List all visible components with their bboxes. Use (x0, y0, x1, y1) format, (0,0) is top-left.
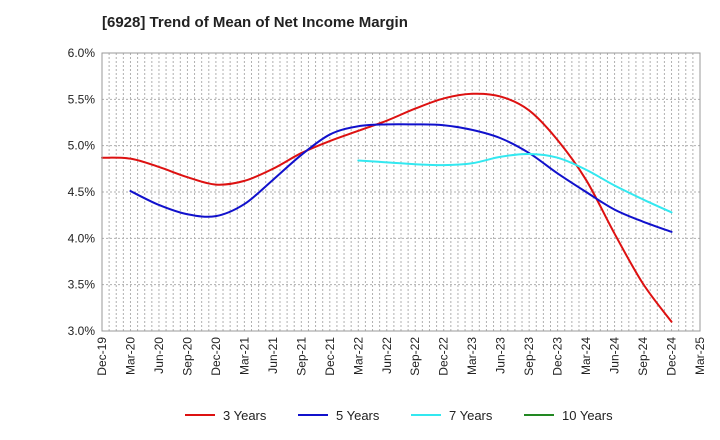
y-tick-label: 5.5% (68, 92, 96, 106)
y-tick-label: 3.0% (68, 324, 96, 338)
x-tick-label: Mar-23 (465, 337, 479, 375)
plot-frame (101, 52, 701, 332)
x-tick-label: Dec-20 (209, 337, 223, 376)
x-tick-label: Dec-24 (665, 337, 679, 376)
series-lines (101, 92, 673, 323)
x-tick-label: Dec-21 (323, 337, 337, 376)
x-tick-label: Sep-21 (294, 337, 308, 376)
y-tick-label: 5.0% (68, 139, 96, 153)
x-tick-label: Sep-24 (636, 337, 650, 376)
x-tick-label: Jun-23 (494, 337, 508, 374)
x-tick-label: Mar-22 (351, 337, 365, 375)
y-tick-label: 3.5% (68, 278, 96, 292)
x-tick-label: Mar-20 (123, 337, 137, 375)
x-tick-label: Jun-22 (380, 337, 394, 374)
x-tick-label: Mar-25 (693, 337, 707, 375)
legend-label: 7 Years (449, 408, 493, 423)
y-tick-label: 4.0% (68, 231, 96, 245)
legend-label: 3 Years (223, 408, 267, 423)
x-tick-label: Jun-24 (608, 337, 622, 374)
x-tick-label: Sep-20 (180, 337, 194, 376)
grid (102, 53, 700, 331)
legend-label: 5 Years (336, 408, 380, 423)
x-tick-label: Dec-19 (95, 337, 109, 376)
x-axis-tick-labels: Dec-19 Mar-20 Jun-20 Sep-20 Dec-20 Mar-21 Jun-… (95, 337, 707, 376)
x-tick-label: Jun-20 (152, 337, 166, 374)
chart-title: [6928] Trend of Mean of Net Income Margi… (102, 14, 408, 31)
legend-label: 10 Years (562, 408, 613, 423)
x-tick-label: Sep-22 (408, 337, 422, 376)
x-tick-label: Mar-24 (579, 337, 593, 375)
y-tick-label: 4.5% (68, 185, 96, 199)
series-line-7-years (357, 153, 673, 214)
series-line-5-years (129, 123, 673, 233)
legend: 3 Years 5 Years 7 Years 10 Years (185, 408, 613, 423)
series-line-3-years (101, 92, 673, 323)
y-tick-label: 6.0% (68, 46, 96, 60)
x-tick-label: Jun-21 (266, 337, 280, 374)
x-tick-label: Dec-22 (437, 337, 451, 376)
x-tick-label: Mar-21 (237, 337, 251, 375)
y-axis-tick-labels: 3.0% 3.5% 4.0% 4.5% 5.0% 5.5% 6.0% (68, 46, 96, 338)
x-tick-label: Sep-23 (522, 337, 536, 376)
x-tick-label: Dec-23 (551, 337, 565, 376)
